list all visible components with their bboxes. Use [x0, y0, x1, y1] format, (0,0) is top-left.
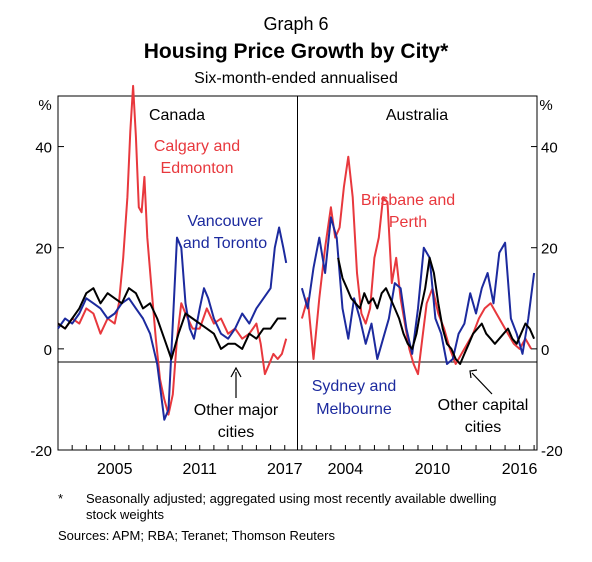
label-line: Sydney and	[312, 378, 397, 395]
y-tick-label-left: 20	[35, 241, 52, 258]
series-label-other-major: Other major cities	[194, 402, 279, 441]
label-line: Perth	[389, 214, 427, 231]
y-tick-label-right: -20	[541, 443, 563, 460]
series-line-sydney-and-melbourne	[300, 216, 536, 365]
y-tick-label-left: -20	[30, 443, 52, 460]
y-unit-left: %	[38, 97, 51, 114]
x-tick-label: 2016	[502, 461, 538, 478]
label-line: Vancouver	[187, 213, 263, 230]
label-line: Calgary and	[154, 138, 240, 155]
y-unit-right: %	[539, 97, 552, 114]
x-tick-label: 2017	[267, 461, 303, 478]
series-label-sydney-melbourne: Sydney and Melbourne	[312, 378, 397, 418]
panel-title-canada: Canada	[149, 107, 205, 124]
sources-note: Sources: APM; RBA; Teranet; Thomson Reut…	[58, 528, 335, 543]
label-line: and Toronto	[183, 235, 267, 252]
panel-title-australia: Australia	[386, 107, 448, 124]
y-tick-label-left: 0	[44, 342, 52, 359]
x-tick-label: 2011	[183, 461, 218, 478]
arrow-other-capital	[471, 372, 493, 395]
x-tick-label: 2005	[97, 461, 133, 478]
x-tick-label: 2004	[328, 461, 364, 478]
label-line: Other capital	[438, 397, 529, 414]
label-line: cities	[465, 419, 501, 436]
label-line: Brisbane and	[361, 192, 455, 209]
arrowhead-other-major	[230, 366, 242, 378]
footnote-text: Seasonally adjusted; aggregated using mo…	[86, 491, 497, 522]
label-line: cities	[218, 424, 254, 441]
label-line: Other major	[194, 402, 279, 419]
y-tick-label-right: 40	[541, 140, 558, 157]
chart-title: Housing Price Growth by City*	[143, 40, 449, 63]
series-label-brisbane-perth: Brisbane and Perth	[361, 192, 455, 231]
series-line-calgary-and-edmonton	[57, 84, 288, 416]
label-line: Melbourne	[316, 401, 392, 418]
label-line: Edmonton	[161, 160, 234, 177]
series-line-other-capital-cities	[337, 256, 536, 365]
series-line-vancouver-and-toronto	[57, 226, 288, 421]
graph-number: Graph 6	[263, 14, 329, 34]
series-line-brisbane-and-perth	[300, 155, 533, 376]
arrowhead-other-capital	[469, 369, 478, 379]
series-line-other-major-cities	[57, 287, 287, 360]
x-tick-label: 2010	[415, 461, 451, 478]
chart-subtitle: Six-month-ended annualised	[194, 70, 398, 87]
y-tick-label-left: 40	[35, 140, 52, 157]
y-tick-label-right: 20	[541, 241, 558, 258]
series-label-vancouver-toronto: Vancouver and Toronto	[183, 213, 267, 252]
y-tick-label-right: 0	[541, 342, 549, 359]
series-label-other-capital: Other capital cities	[438, 397, 529, 436]
series-label-calgary-edmonton: Calgary and Edmonton	[154, 138, 240, 177]
footnote-marker: *	[58, 491, 64, 506]
